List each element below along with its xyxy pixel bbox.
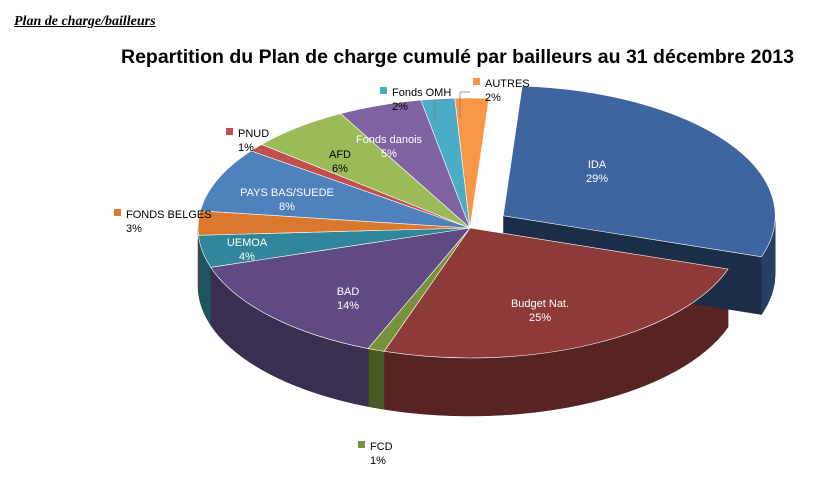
value-pnud: 1% bbox=[238, 142, 254, 154]
label-bad: BAD bbox=[337, 286, 360, 298]
label-pnud: PNUD bbox=[238, 128, 269, 140]
slice-budget-nat bbox=[383, 227, 729, 359]
value-fonds-omh: 2% bbox=[392, 101, 408, 113]
slice-ida bbox=[502, 85, 776, 258]
legend-marker-fonds-omh bbox=[380, 87, 387, 94]
legend-marker-autres bbox=[473, 78, 480, 85]
value-pays-bas-suede: 8% bbox=[279, 201, 295, 213]
label-ida: IDA bbox=[588, 159, 607, 171]
label-fcd: FCD bbox=[370, 441, 393, 453]
legend-marker-fonds-belges bbox=[114, 209, 121, 216]
value-ida: 29% bbox=[586, 173, 608, 185]
pie-labels: IDA 29% Budget Nat. 25% FCD 1% BAD 14% UEMOA 4% FO… bbox=[114, 78, 608, 467]
value-fcd: 1% bbox=[370, 455, 386, 467]
section-title: Plan de charge/bailleurs bbox=[14, 14, 156, 29]
label-afd: AFD bbox=[329, 149, 351, 161]
chart-title: Repartition du Plan de charge cumulé par… bbox=[121, 46, 794, 68]
slice-pays-bas-suede bbox=[200, 150, 471, 229]
label-fonds-omh: Fonds OMH bbox=[392, 87, 451, 99]
value-autres: 2% bbox=[485, 92, 501, 104]
value-afd: 6% bbox=[332, 163, 348, 175]
label-fonds-danois: Fonds danois bbox=[356, 134, 423, 146]
label-pays-bas-suede: PAYS BAS/SUEDE bbox=[240, 187, 334, 199]
label-fonds-belges: FONDS BELGES bbox=[126, 209, 212, 221]
label-budget-nat: Budget Nat. bbox=[511, 298, 569, 310]
label-uemoa: UEMOA bbox=[227, 237, 268, 249]
leader-autres bbox=[459, 91, 470, 118]
leader-fonds-omh bbox=[434, 99, 448, 122]
value-bad: 14% bbox=[337, 300, 359, 312]
value-budget-nat: 25% bbox=[529, 312, 551, 324]
legend-marker-pnud bbox=[226, 128, 233, 135]
slice-autres bbox=[454, 97, 490, 229]
slice-bad bbox=[210, 227, 471, 349]
label-autres: AUTRES bbox=[485, 78, 530, 90]
legend-marker-fcd bbox=[358, 441, 365, 448]
pie-tops bbox=[197, 85, 776, 359]
side-fcd bbox=[367, 348, 385, 410]
value-fonds-danois: 5% bbox=[381, 148, 397, 160]
value-fonds-belges: 3% bbox=[126, 223, 142, 235]
value-uemoa: 4% bbox=[239, 251, 255, 263]
